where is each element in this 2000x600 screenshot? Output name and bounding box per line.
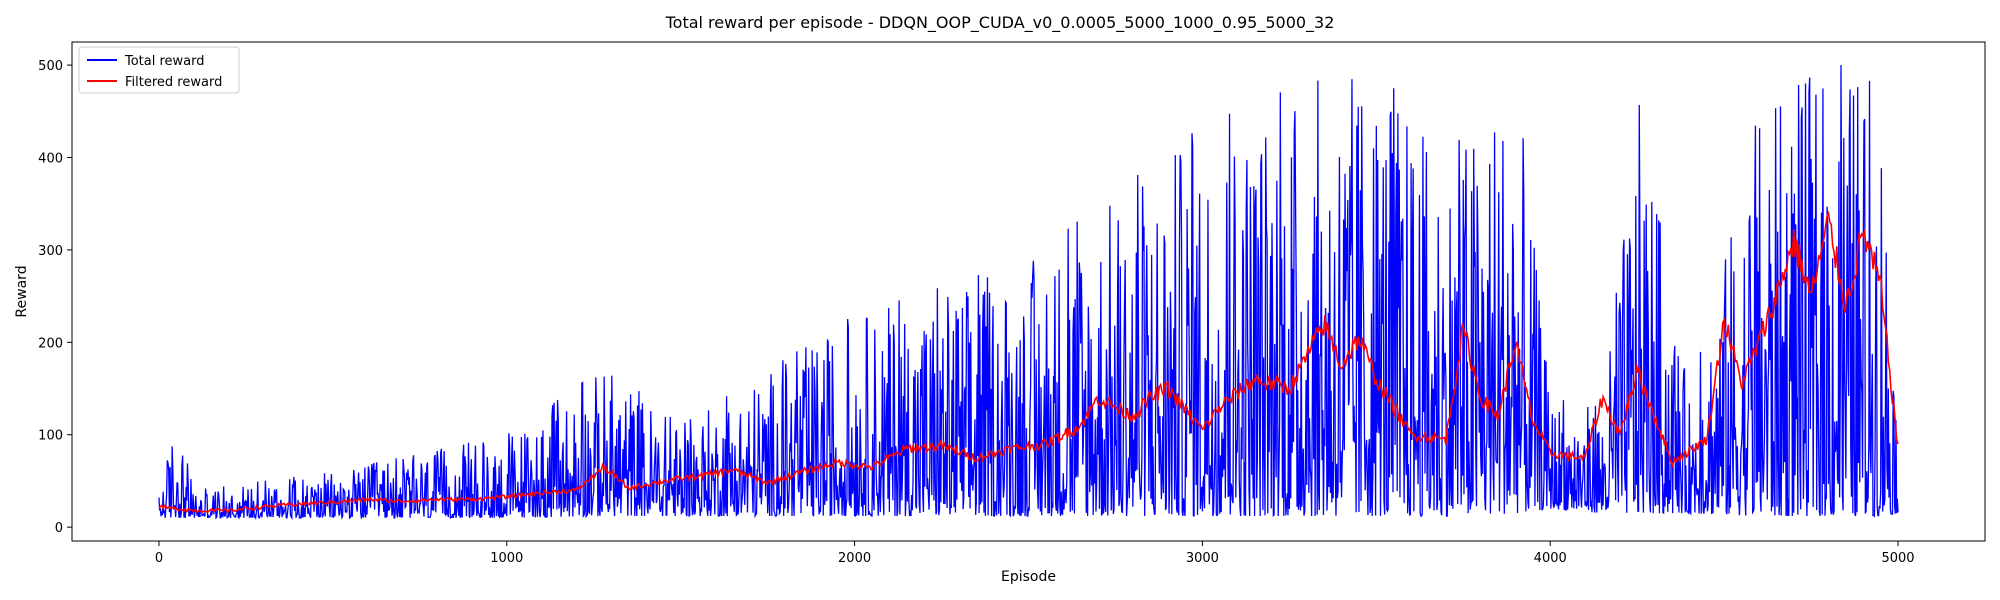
- y-axis-label: Reward: [14, 265, 30, 317]
- y-tick-label: 100: [38, 429, 63, 444]
- x-tick-label: 2000: [838, 551, 871, 566]
- y-tick-label: 500: [38, 59, 63, 74]
- y-tick-label: 300: [38, 244, 63, 259]
- x-tick-label: 4000: [1534, 551, 1567, 566]
- legend: Total reward Filtered reward: [78, 46, 240, 94]
- x-tick-label: 1000: [490, 551, 523, 566]
- y-tick-label: 400: [38, 152, 63, 167]
- y-tick-label: 0: [55, 521, 63, 536]
- x-axis: 0 1000 2000 3000 4000 5000: [155, 541, 1915, 566]
- plot-frame: [71, 41, 1986, 542]
- x-axis-label: Episode: [1001, 569, 1056, 585]
- x-tick-label: 5000: [1881, 551, 1914, 566]
- chart-title: Total reward per episode - DDQN_OOP_CUDA…: [665, 13, 1335, 33]
- legend-label-filtered-reward: Filtered reward: [125, 75, 222, 90]
- series-total-reward-line: [158, 65, 1899, 521]
- y-axis: 0 100 200 300 400 500: [38, 59, 72, 536]
- plot-area: [71, 41, 1986, 542]
- y-tick-label: 200: [38, 336, 63, 351]
- series-filtered-reward-line: [158, 210, 1899, 514]
- legend-label-total-reward: Total reward: [124, 54, 205, 69]
- legend-box: [78, 46, 240, 94]
- x-tick-label: 0: [155, 551, 163, 566]
- x-tick-label: 3000: [1186, 551, 1219, 566]
